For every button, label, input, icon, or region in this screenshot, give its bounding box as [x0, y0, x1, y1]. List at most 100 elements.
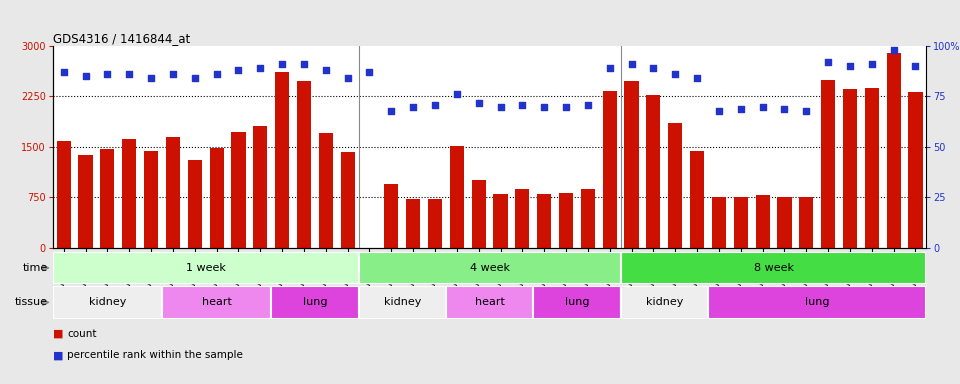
Point — [492, 103, 508, 109]
Bar — [406, 199, 420, 248]
Point — [799, 108, 814, 114]
Point — [602, 65, 617, 71]
Point — [449, 91, 465, 98]
Point — [580, 101, 595, 108]
Point — [318, 67, 333, 73]
Point — [100, 71, 115, 78]
Text: kidney: kidney — [88, 297, 126, 308]
Point — [209, 71, 225, 78]
Point — [515, 101, 530, 108]
Bar — [493, 194, 508, 248]
Point — [297, 61, 312, 67]
Point — [537, 103, 552, 109]
Bar — [341, 152, 355, 248]
Bar — [621, 252, 926, 284]
Point — [165, 71, 180, 78]
Point — [755, 103, 770, 109]
Text: lung: lung — [564, 297, 589, 308]
Point — [252, 65, 268, 71]
Bar — [733, 197, 748, 248]
Text: kidney: kidney — [384, 297, 420, 308]
Bar — [690, 151, 705, 248]
Bar — [624, 81, 638, 248]
Bar — [711, 197, 726, 248]
Bar — [668, 123, 683, 248]
Point — [384, 108, 399, 114]
Point — [559, 103, 574, 109]
Bar — [865, 88, 879, 248]
Point — [733, 106, 749, 112]
Point — [886, 47, 901, 53]
Point — [471, 99, 487, 106]
Bar — [886, 53, 900, 248]
Text: ■: ■ — [53, 350, 63, 360]
Point — [187, 75, 203, 81]
Bar — [53, 252, 359, 284]
Bar — [471, 180, 486, 248]
Text: GDS4316 / 1416844_at: GDS4316 / 1416844_at — [53, 32, 190, 45]
Bar — [272, 286, 359, 319]
Text: lung: lung — [804, 297, 829, 308]
Point — [667, 71, 683, 78]
Point — [143, 75, 158, 81]
Bar — [359, 252, 621, 284]
Bar — [449, 146, 464, 248]
Text: ■: ■ — [53, 329, 63, 339]
Point — [78, 73, 93, 79]
Bar — [537, 194, 551, 248]
Text: count: count — [67, 329, 97, 339]
Text: heart: heart — [202, 297, 231, 308]
Bar — [908, 92, 923, 248]
Bar — [534, 286, 621, 319]
Bar — [384, 184, 398, 248]
Bar — [621, 286, 708, 319]
Bar — [253, 126, 268, 248]
Point — [777, 106, 792, 112]
Bar — [428, 199, 443, 248]
Bar — [446, 286, 534, 319]
Bar — [231, 132, 246, 248]
Point — [842, 63, 857, 70]
Point — [821, 59, 836, 65]
Bar — [122, 139, 136, 248]
Point — [864, 61, 879, 67]
Point — [56, 69, 71, 75]
Bar — [708, 286, 926, 319]
Point — [689, 75, 705, 81]
Text: percentile rank within the sample: percentile rank within the sample — [67, 350, 243, 360]
Point — [711, 108, 727, 114]
Bar — [319, 134, 333, 248]
Bar — [162, 286, 272, 319]
Bar — [516, 189, 530, 248]
Point — [624, 61, 639, 67]
Bar — [799, 197, 813, 248]
Point — [362, 69, 377, 75]
Point — [122, 71, 137, 78]
Bar — [359, 286, 446, 319]
Point — [405, 103, 420, 109]
Text: heart: heart — [474, 297, 505, 308]
Point — [230, 67, 246, 73]
Bar — [843, 89, 857, 248]
Bar — [144, 151, 158, 248]
Text: time: time — [23, 263, 48, 273]
Bar — [100, 149, 114, 248]
Text: 1 week: 1 week — [185, 263, 226, 273]
Point — [427, 101, 443, 108]
Bar — [821, 79, 835, 248]
Bar — [57, 141, 71, 248]
Point — [340, 75, 355, 81]
Bar — [756, 195, 770, 248]
Bar — [187, 161, 202, 248]
Bar — [79, 155, 93, 248]
Bar — [166, 137, 180, 248]
Bar — [275, 71, 289, 248]
Bar — [297, 81, 311, 248]
Text: 8 week: 8 week — [754, 263, 794, 273]
Text: kidney: kidney — [646, 297, 683, 308]
Text: tissue: tissue — [15, 297, 48, 308]
Point — [275, 61, 290, 67]
Bar — [53, 286, 162, 319]
Point — [646, 65, 661, 71]
Bar — [646, 95, 660, 248]
